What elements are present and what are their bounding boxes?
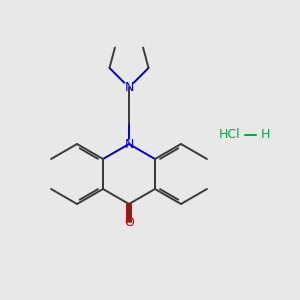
Text: O: O <box>124 215 134 229</box>
Text: HCl: HCl <box>219 128 241 142</box>
Text: N: N <box>124 81 134 94</box>
Text: N: N <box>124 137 134 151</box>
Text: H: H <box>261 128 270 142</box>
